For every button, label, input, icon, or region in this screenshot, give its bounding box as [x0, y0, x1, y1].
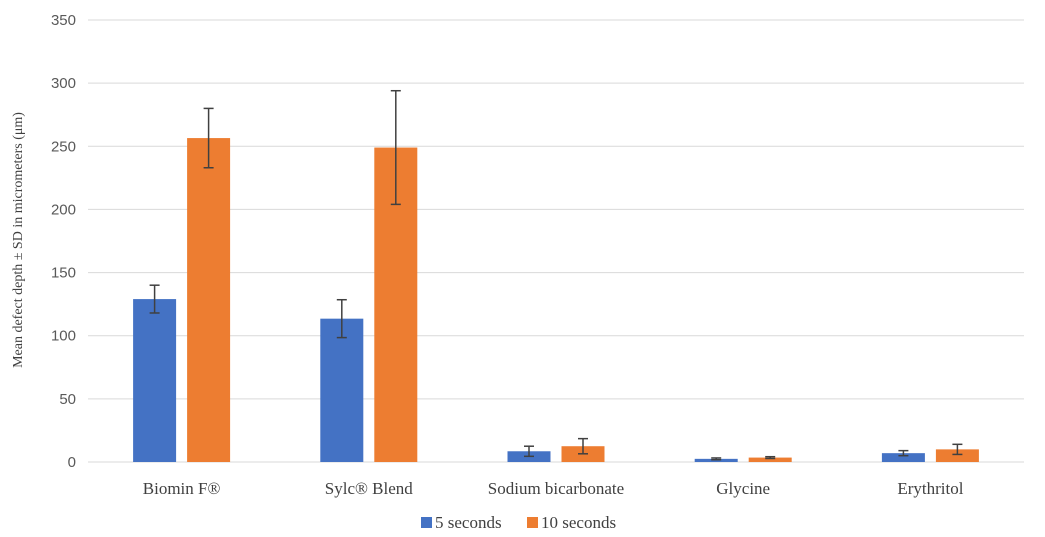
error-bar [524, 445, 534, 458]
error-bar [711, 457, 722, 461]
bar [320, 318, 364, 462]
error-bar [578, 437, 588, 455]
legend-label: 10 seconds [541, 513, 616, 532]
x-tick-label: Sodium bicarbonate [488, 479, 624, 498]
x-tick-label: Glycine [716, 479, 770, 498]
error-bar [898, 449, 909, 457]
error-bar [149, 284, 160, 314]
error-bars [149, 89, 963, 461]
legend-label: 5 seconds [435, 513, 502, 532]
legend-swatch [421, 517, 432, 528]
x-axis-labels: Biomin F® Sylc® Blend Sodium bicarbonate Gl… [143, 479, 964, 498]
bar [748, 457, 792, 462]
legend-item: 10 seconds [527, 513, 616, 532]
bars [133, 138, 979, 462]
legend-swatch [527, 517, 538, 528]
y-tick-label: 150 [51, 265, 76, 282]
error-bar [203, 107, 214, 169]
error-bar [390, 89, 401, 206]
y-tick-label: 0 [68, 454, 76, 471]
bar [133, 299, 177, 462]
legend: 5 seconds 10 seconds [421, 513, 616, 532]
bar [935, 449, 979, 462]
x-tick-label: Sylc® Blend [325, 479, 413, 498]
bar [187, 138, 231, 462]
y-tick-label: 50 [59, 391, 76, 408]
y-tick-label: 200 [51, 201, 76, 218]
y-axis-title: Mean defect depth ± SD in micrometers (μ… [11, 112, 26, 368]
legend-item: 5 seconds [421, 513, 502, 532]
y-tick-label: 350 [51, 12, 76, 29]
y-tick-label: 250 [51, 138, 76, 155]
bar [881, 453, 925, 462]
error-bar [952, 443, 963, 456]
y-axis-ticks: 0 50 100 150 200 250 300 350 [51, 12, 76, 471]
y-tick-label: 300 [51, 75, 76, 92]
gridlines [88, 19, 1024, 463]
error-bar [336, 298, 347, 339]
x-tick-label: Biomin F® [143, 479, 221, 498]
y-tick-label: 100 [51, 328, 76, 345]
x-tick-label: Erythritol [897, 479, 963, 498]
error-bar [765, 455, 776, 460]
